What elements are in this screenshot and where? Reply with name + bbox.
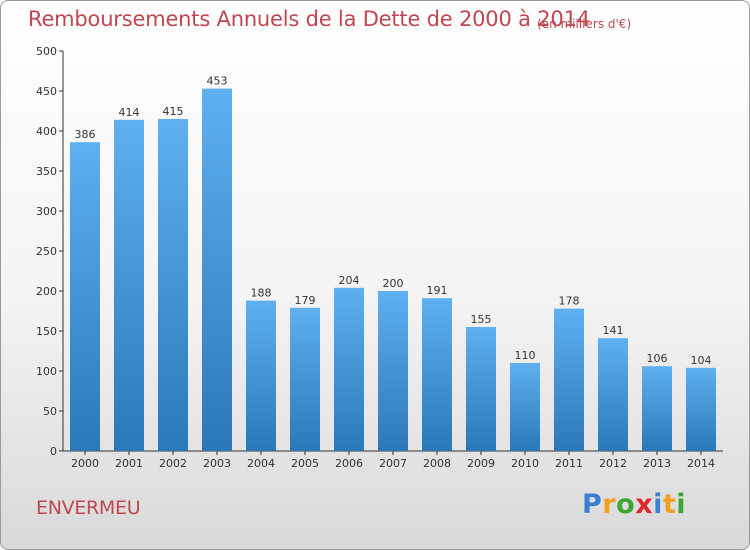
bar (598, 338, 628, 451)
logo-letter: i (653, 489, 663, 520)
data-label: 386 (75, 128, 96, 141)
y-tick-label: 300 (36, 205, 57, 218)
data-label: 188 (251, 287, 272, 300)
data-label: 141 (603, 324, 624, 337)
y-tick-label: 350 (36, 165, 57, 178)
data-label: 104 (691, 354, 712, 367)
x-tick-label: 2013 (643, 457, 671, 470)
commune-name: ENVERMEU (36, 497, 141, 519)
logo-letter: r (602, 489, 617, 520)
x-tick-label: 2000 (71, 457, 99, 470)
bar (246, 300, 276, 451)
bar (158, 119, 188, 451)
x-tick-label: 2002 (159, 457, 187, 470)
logo-letter: t (662, 489, 677, 520)
x-tick-label: 2001 (115, 457, 143, 470)
x-tick-label: 2003 (203, 457, 231, 470)
x-tick-label: 2004 (247, 457, 275, 470)
x-tick-label: 2008 (423, 457, 451, 470)
logo-letter: o (616, 489, 636, 520)
bar (510, 363, 540, 451)
bar (422, 298, 452, 451)
data-label: 155 (471, 313, 492, 326)
x-tick-label: 2009 (467, 457, 495, 470)
y-tick-label: 450 (36, 85, 57, 98)
bar (686, 367, 716, 451)
bar (334, 287, 364, 451)
y-tick-label: 500 (36, 45, 57, 58)
chart-title: Remboursements Annuels de la Dette de 20… (28, 7, 590, 31)
data-label: 453 (207, 75, 228, 88)
y-tick-label: 100 (36, 365, 57, 378)
y-tick-label: 200 (36, 285, 57, 298)
y-tick-label: 150 (36, 325, 57, 338)
x-tick-label: 2014 (687, 457, 715, 470)
bar (114, 119, 144, 452)
labels: 2000 386 2001 414 2002 415 2003 453 2004 188 2005 1… (71, 75, 715, 470)
bar (202, 88, 232, 451)
x-tick-label: 2005 (291, 457, 319, 470)
x-tick-label: 2010 (511, 457, 539, 470)
data-label: 204 (339, 274, 360, 287)
y-tick-label: 250 (36, 245, 57, 258)
bar (466, 327, 496, 451)
bar (378, 291, 408, 451)
y-tick-label: 0 (50, 445, 57, 458)
data-label: 110 (515, 349, 536, 362)
x-tick-label: 2006 (335, 457, 363, 470)
x-tick-label: 2011 (555, 457, 583, 470)
data-label: 414 (119, 106, 140, 119)
data-label: 191 (427, 284, 448, 297)
chart-subtitle: (en milliers d'€) (537, 17, 632, 31)
logo-letter: P (582, 489, 603, 520)
bars (70, 88, 716, 452)
logo-letter: x (635, 489, 654, 520)
bar (290, 307, 320, 451)
y-tick-label: 400 (36, 125, 57, 138)
data-label: 178 (559, 295, 580, 308)
x-tick-label: 2012 (599, 457, 627, 470)
bar (642, 366, 672, 451)
bar (70, 142, 100, 451)
data-label: 415 (163, 105, 184, 118)
x-tick-label: 2007 (379, 457, 407, 470)
logo-letter: i (676, 489, 687, 520)
proxiti-logo: Proxiti (582, 489, 686, 520)
data-label: 106 (647, 352, 668, 365)
bar (554, 308, 584, 451)
data-label: 179 (295, 294, 316, 307)
y-tick-label: 50 (43, 405, 57, 418)
data-label: 200 (383, 277, 404, 290)
